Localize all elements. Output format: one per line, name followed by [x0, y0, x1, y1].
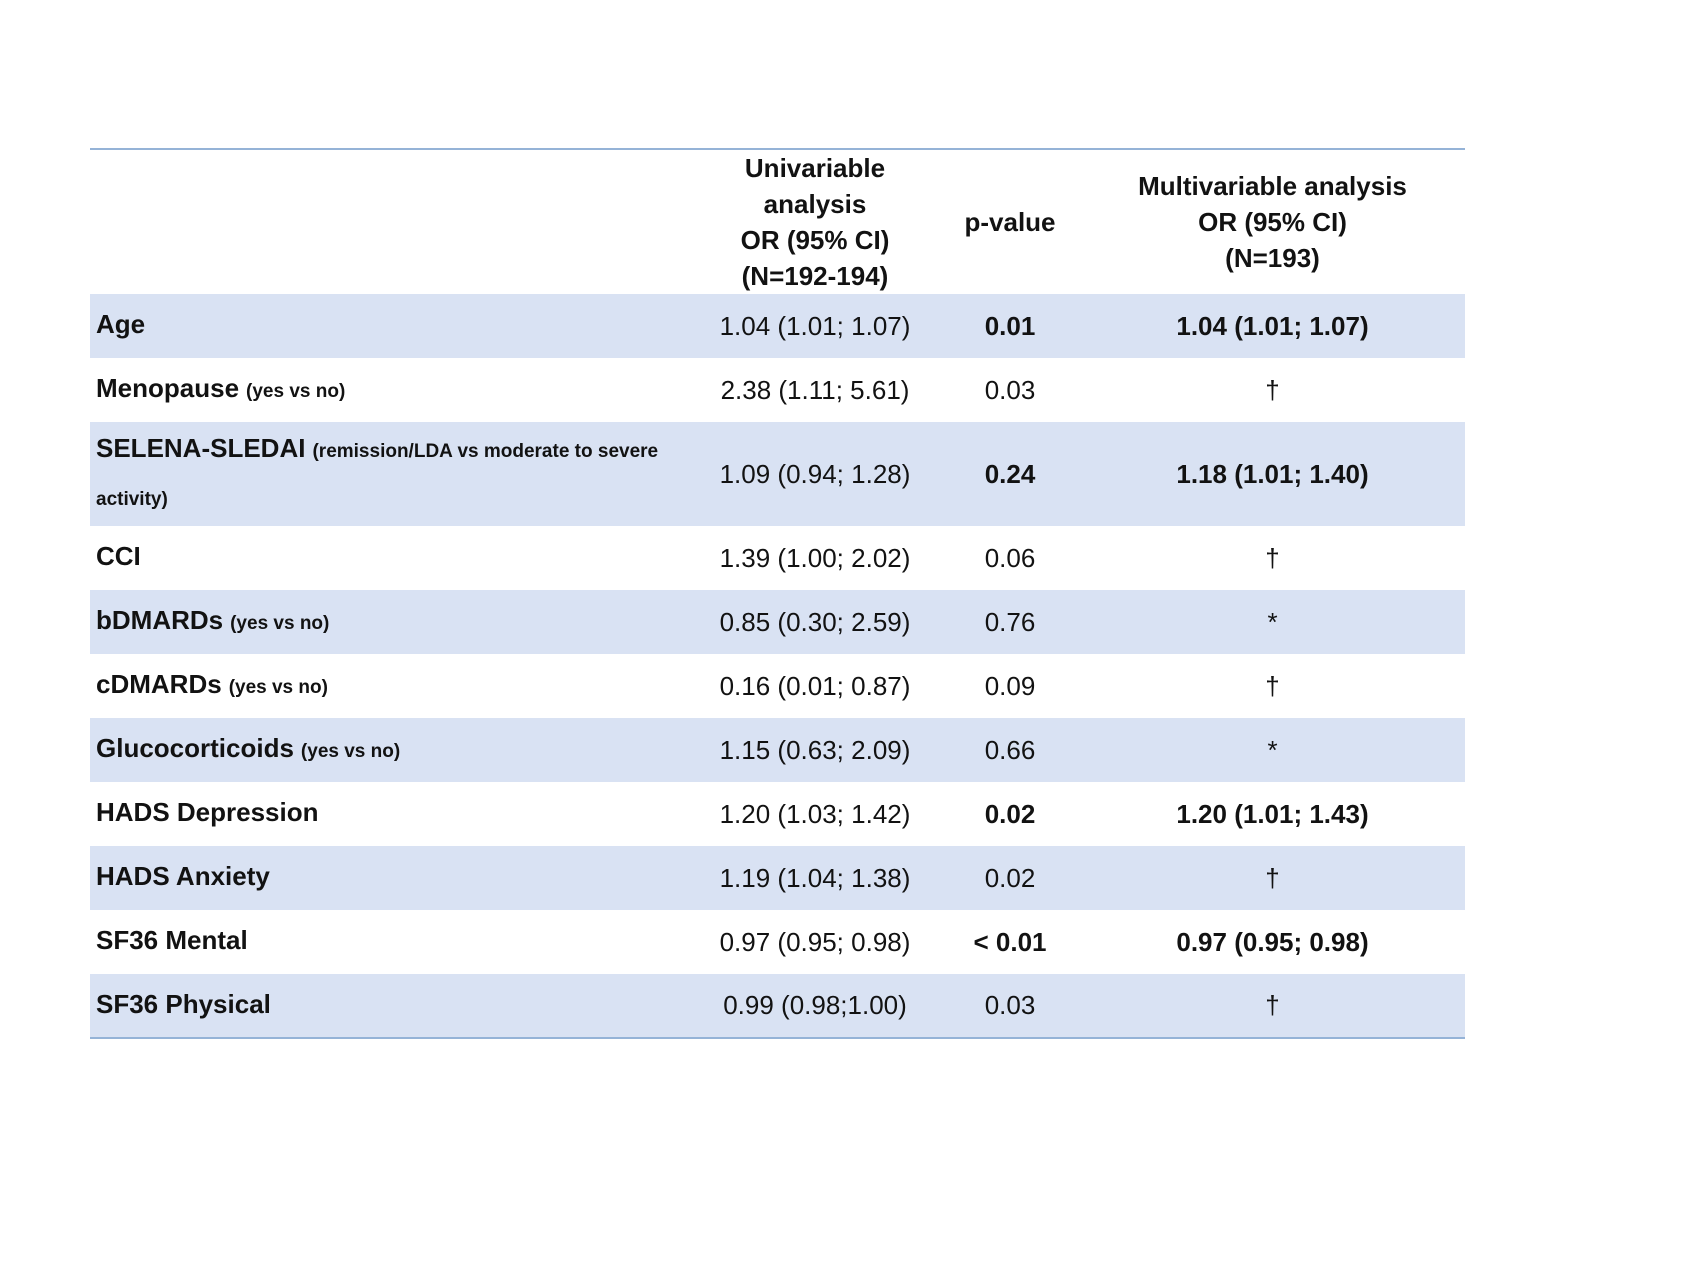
table-header-row: Univariable analysis OR (95% CI) (N=192-…: [90, 149, 1465, 294]
variable-name: SELENA-SLEDAI: [96, 433, 306, 463]
p-value: 0.03: [984, 990, 1036, 1020]
variable-qualifier: (yes vs no): [300, 741, 401, 762]
p-value: 0.09: [984, 670, 1036, 701]
table-row-selena-sledai: SELENA-SLEDAI (remission/LDA vs moderate …: [90, 422, 1465, 526]
variable-qualifier: (yes vs no): [246, 381, 346, 402]
row-label: bDMARDs (yes vs no): [90, 590, 690, 654]
multivariable-or: †: [1265, 542, 1280, 573]
univariable-or: 1.09 (0.94; 1.28): [719, 458, 911, 489]
variable-name: bDMARDs: [96, 605, 224, 635]
variable-name: Menopause: [96, 373, 240, 403]
variable-name: HADS Anxiety: [96, 861, 270, 891]
table-row-cci: CCI 1.39 (1.00; 2.02) 0.06 †: [90, 526, 1465, 590]
univariable-or: 1.39 (1.00; 2.02): [719, 542, 911, 573]
variable-name: HADS Depression: [96, 797, 319, 827]
univariable-or: 2.38 (1.11; 5.61): [720, 374, 910, 405]
table-row-hads-depression: HADS Depression 1.20 (1.03; 1.42) 0.02 1…: [90, 782, 1465, 846]
row-label: SF36 Mental: [90, 910, 690, 974]
row-label: Age: [90, 294, 690, 358]
multivariable-or: 1.04 (1.01; 1.07): [1176, 310, 1369, 341]
regression-results-table: Univariable analysis OR (95% CI) (N=192-…: [90, 148, 1465, 1039]
univariable-or: 1.04 (1.01; 1.07): [719, 310, 911, 341]
multivariable-or: 1.18 (1.01; 1.40): [1176, 458, 1369, 489]
univariable-or: 0.16 (0.01; 0.87): [719, 670, 911, 701]
header-pvalue: p-value: [964, 207, 1056, 237]
table-row-cdmards: cDMARDs (yes vs no) 0.16 (0.01; 0.87) 0.0…: [90, 654, 1465, 718]
variable-name: cDMARDs: [96, 669, 222, 699]
header-univariable-line3: (N=192-194): [741, 261, 889, 291]
multivariable-or: *: [1267, 606, 1278, 637]
variable-qualifier: (yes vs no): [230, 613, 330, 634]
row-label: Menopause (yes vs no): [90, 358, 690, 422]
row-label: SF36 Physical: [90, 974, 690, 1038]
row-label: SELENA-SLEDAI (remission/LDA vs moderate …: [90, 422, 690, 526]
p-value: 0.02: [984, 862, 1036, 893]
variable-name: Age: [96, 309, 146, 339]
p-value: 0.02: [984, 798, 1036, 829]
multivariable-or: †: [1265, 990, 1280, 1020]
p-value: 0.24: [984, 458, 1036, 489]
header-univariable-line1: Univariable analysis: [744, 153, 886, 219]
univariable-or: 1.15 (0.63; 2.09): [719, 734, 911, 765]
header-multivariable-line3: (N=193): [1225, 243, 1320, 273]
multivariable-or: *: [1267, 734, 1278, 765]
variable-name: CCI: [96, 541, 141, 571]
p-value: 0.66: [984, 734, 1036, 765]
header-multivariable-line1: Multivariable analysis: [1138, 171, 1407, 201]
multivariable-or: 0.97 (0.95; 0.98): [1176, 926, 1369, 957]
p-value: 0.76: [984, 606, 1036, 637]
multivariable-or: †: [1265, 670, 1280, 701]
p-value: 0.03: [984, 374, 1036, 405]
univariable-or: 0.85 (0.30; 2.59): [719, 606, 911, 637]
row-label: Glucocorticoids (yes vs no): [90, 718, 690, 782]
variable-name: SF36 Mental: [96, 925, 248, 955]
variable-qualifier: (yes vs no): [228, 677, 328, 698]
header-multivariable-line2: OR (95% CI): [1198, 207, 1347, 237]
table-row-menopause: Menopause (yes vs no) 2.38 (1.11; 5.61) 0…: [90, 358, 1465, 422]
table-row-bdmards: bDMARDs (yes vs no) 0.85 (0.30; 2.59) 0.7…: [90, 590, 1465, 654]
header-variable-empty: [90, 149, 690, 294]
p-value: 0.01: [984, 310, 1036, 341]
variable-name: Glucocorticoids: [96, 733, 294, 763]
variable-name: SF36 Physical: [96, 988, 271, 1019]
table-row-sf36-mental: SF36 Mental 0.97 (0.95; 0.98) < 0.01 0.9…: [90, 910, 1465, 974]
header-univariable-line2: OR (95% CI): [740, 225, 890, 255]
row-label: HADS Anxiety: [90, 846, 690, 910]
header-univariable: Univariable analysis OR (95% CI) (N=192-…: [690, 149, 940, 294]
univariable-or: 1.20 (1.03; 1.42): [719, 798, 911, 829]
row-label: HADS Depression: [90, 782, 690, 846]
univariable-or: 0.99 (0.98;1.00): [723, 990, 907, 1020]
row-label: CCI: [90, 526, 690, 590]
row-label: cDMARDs (yes vs no): [90, 654, 690, 718]
p-value: < 0.01: [973, 926, 1047, 957]
header-multivariable: Multivariable analysis OR (95% CI) (N=19…: [1080, 149, 1465, 294]
univariable-or: 0.97 (0.95; 0.98): [719, 926, 911, 957]
multivariable-or: †: [1265, 862, 1280, 893]
table-row-glucocorticoids: Glucocorticoids (yes vs no) 1.15 (0.63; 2…: [90, 718, 1465, 782]
table-row-hads-anxiety: HADS Anxiety 1.19 (1.04; 1.38) 0.02 †: [90, 846, 1465, 910]
univariable-or: 1.19 (1.04; 1.38): [719, 862, 911, 893]
table-row-sf36-physical: SF36 Physical 0.99 (0.98;1.00) 0.03 †: [90, 974, 1465, 1038]
table-row-age: Age 1.04 (1.01; 1.07) 0.01 1.04 (1.01; 1…: [90, 294, 1465, 358]
p-value: 0.06: [984, 542, 1036, 573]
variable-qualifier: (remission/LDA vs moderate to severe act…: [96, 441, 659, 510]
multivariable-or: †: [1265, 374, 1280, 405]
multivariable-or: 1.20 (1.01; 1.43): [1176, 798, 1369, 829]
